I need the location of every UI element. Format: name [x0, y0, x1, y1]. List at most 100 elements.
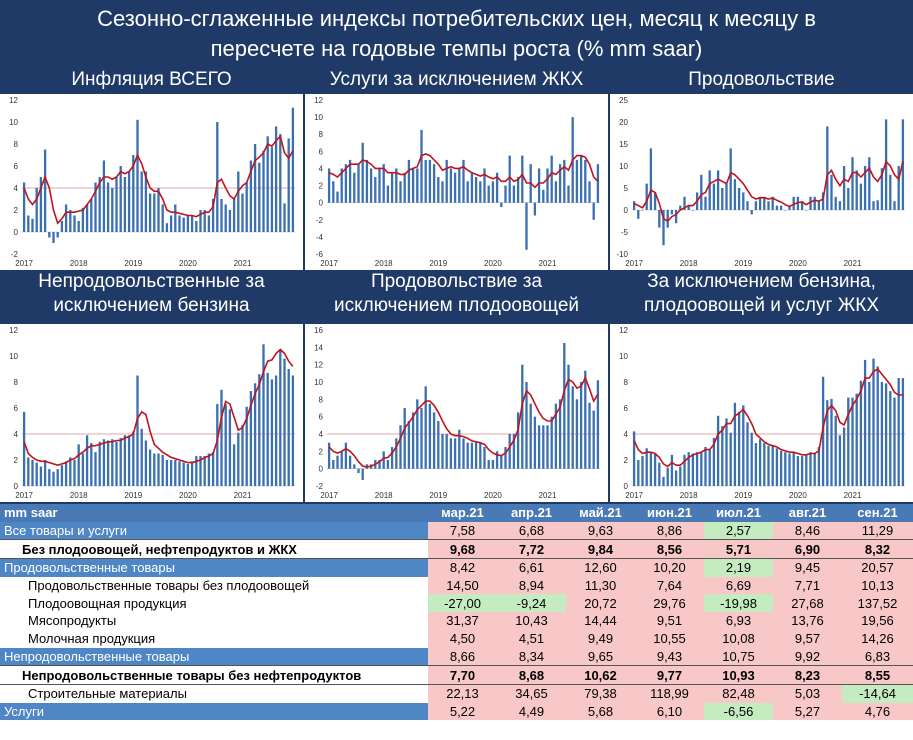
y-tick-label: 2: [319, 182, 324, 191]
bar: [283, 203, 286, 232]
chart-svg: -10 -5 0 5 10 15 20 25 2017 2018 2019 2020 2021: [616, 96, 905, 268]
table-header-label: mm saar: [0, 504, 428, 522]
bar: [98, 441, 101, 486]
bar: [859, 380, 863, 486]
bar: [700, 452, 703, 486]
header-line-2: пересчете на годовые темпы роста (% mm s…: [210, 36, 703, 61]
row-label: Продовольственные товары без плодоовощей: [28, 578, 310, 594]
bar: [474, 442, 478, 469]
bar: [868, 382, 871, 486]
bar: [666, 467, 669, 486]
bar: [763, 196, 766, 210]
bar: [584, 370, 587, 469]
bar: [207, 215, 211, 232]
bar: [253, 383, 257, 486]
bar: [232, 199, 236, 232]
bar: [73, 460, 76, 486]
bar: [395, 438, 398, 469]
bar: [357, 164, 360, 203]
bar: [483, 168, 486, 203]
bar: [474, 177, 478, 203]
bar: [567, 364, 570, 469]
value-cell: 5,27: [773, 702, 842, 721]
bar: [554, 403, 558, 469]
bar: [161, 454, 164, 486]
bar: [353, 464, 356, 469]
value-cell: 82,48: [704, 684, 773, 703]
bar: [550, 155, 553, 203]
bar: [558, 164, 562, 203]
bar: [195, 456, 198, 486]
bar: [287, 369, 290, 486]
y-tick-label: 0: [14, 228, 19, 237]
bar: [725, 418, 728, 486]
bar: [182, 462, 185, 486]
value-cell: 6,61: [497, 558, 566, 577]
chart-svg: -6 -4 -2 0 2 4 6 8 10 12 2017 2018 2019 2020 2021: [314, 96, 600, 268]
smoothed-line: [633, 367, 903, 468]
bar: [487, 185, 490, 203]
bar: [466, 442, 469, 469]
bar: [742, 405, 745, 486]
bar: [504, 185, 507, 203]
bar: [174, 204, 177, 232]
value-cell: 2,57: [704, 521, 773, 540]
bar: [695, 452, 699, 486]
y-tick-label: -2: [11, 250, 19, 259]
bar: [399, 425, 402, 469]
bar: [537, 425, 541, 469]
x-tick-label: 2021: [844, 259, 862, 268]
y-tick-label: 2: [14, 456, 19, 465]
x-tick-label: 2020: [789, 491, 807, 500]
y-tick-label: 16: [314, 326, 323, 335]
bar: [90, 443, 93, 486]
y-tick-label: 8: [14, 378, 19, 387]
row-label: Без плодоовощей, нефтепродуктов и ЖКХ: [0, 539, 428, 560]
bar: [31, 218, 34, 232]
bar: [249, 391, 253, 486]
value-cell: 2,19: [704, 558, 773, 577]
bar: [39, 466, 43, 486]
bar: [432, 412, 436, 469]
bar: [716, 170, 720, 210]
bar: [153, 453, 156, 486]
bar: [237, 171, 240, 232]
bar: [691, 453, 695, 486]
bar: [889, 174, 892, 210]
table-row: Непродовольственные товары без нефтепрод…: [0, 665, 913, 685]
bar: [834, 415, 837, 486]
bar: [428, 159, 432, 203]
month-header: май.21: [566, 504, 635, 522]
bar: [283, 358, 286, 486]
bar: [266, 136, 269, 232]
bar: [750, 432, 753, 486]
bar: [348, 159, 352, 203]
bar: [575, 399, 579, 469]
y-tick-label: 10: [314, 378, 323, 387]
x-tick-label: 2021: [539, 259, 557, 268]
bar: [353, 172, 356, 203]
x-tick-label: 2019: [124, 259, 142, 268]
bar: [144, 440, 148, 486]
bar: [253, 144, 257, 232]
bar: [382, 451, 385, 469]
bar: [458, 168, 461, 203]
bar: [340, 451, 343, 469]
value-cell: 20,57: [842, 558, 913, 577]
bar: [637, 210, 640, 219]
bar: [453, 172, 457, 203]
value-cell: 4,50: [428, 629, 497, 648]
bar: [470, 172, 474, 203]
bar: [43, 149, 47, 232]
bar: [437, 421, 440, 469]
bar: [679, 466, 682, 486]
bar: [512, 185, 516, 203]
bar: [81, 453, 85, 486]
bar: [140, 171, 143, 232]
bar: [449, 438, 453, 469]
bar: [157, 188, 160, 232]
table-row: Молочная продукция 4,50 4,51 9,49 10,55 10,08…: [0, 629, 913, 648]
bar: [228, 210, 232, 232]
bar: [792, 196, 795, 210]
bar: [336, 191, 339, 203]
